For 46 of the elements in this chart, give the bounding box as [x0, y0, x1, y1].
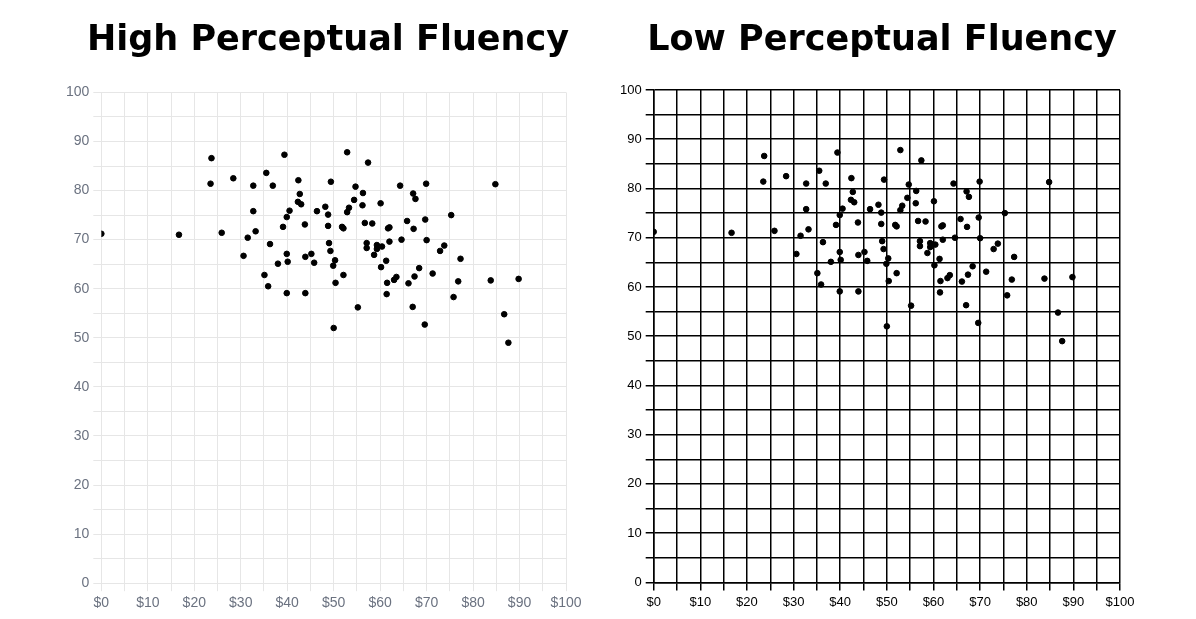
y-tick-label: 70: [73, 230, 90, 247]
x-tick-label: $80: [1015, 593, 1038, 609]
y-tick-label: 70: [627, 229, 642, 245]
y-tick-label: 80: [627, 180, 642, 196]
x-tick-label: $40: [829, 593, 852, 609]
y-tick-label: 40: [73, 377, 90, 394]
x-tick-label: $70: [969, 593, 991, 609]
x-tick-label: $60: [368, 594, 393, 611]
y-tick-label: 0: [634, 573, 642, 589]
x-tick-label: $90: [507, 594, 532, 611]
chart-title: High Perceptual Fluency: [85, 18, 571, 58]
y-tick-label: 60: [73, 279, 90, 296]
x-tick-label: $100: [550, 594, 582, 611]
y-tick-label: 80: [73, 181, 90, 198]
x-tick-label: $10: [689, 593, 712, 609]
x-tick-label: $80: [461, 594, 485, 611]
y-tick-label: 0: [81, 574, 90, 591]
y-tick-label: 30: [73, 426, 90, 443]
y-tick-label: 100: [66, 83, 90, 100]
x-tick-label: $20: [736, 593, 758, 609]
x-tick-label: $50: [875, 593, 898, 609]
y-tick-label: 100: [619, 81, 642, 97]
y-tick-label: 10: [627, 524, 642, 540]
chart-title: Low Perceptual Fluency: [646, 18, 1118, 58]
x-tick-label: $40: [275, 594, 300, 611]
x-tick-label: $0: [93, 594, 110, 611]
y-tick-label: 30: [627, 426, 642, 442]
x-tick-label: $70: [414, 594, 439, 611]
x-tick-label: $20: [182, 594, 207, 611]
x-tick-label: $90: [1062, 593, 1085, 609]
y-tick-label: 40: [627, 377, 642, 393]
x-tick-label: $30: [229, 594, 253, 611]
y-tick-label: 20: [627, 475, 642, 491]
y-tick-label: 90: [73, 132, 90, 149]
x-tick-label: $10: [136, 594, 160, 611]
y-tick-label: 50: [627, 327, 642, 343]
y-tick-label: 50: [73, 328, 90, 345]
x-tick-label: $50: [322, 594, 346, 611]
x-tick-label: $30: [782, 593, 805, 609]
x-tick-label: $60: [922, 593, 945, 609]
y-tick-label: 90: [627, 130, 642, 146]
x-tick-label: $0: [646, 593, 661, 609]
y-tick-label: 20: [73, 475, 90, 492]
x-tick-label: $100: [1105, 593, 1135, 609]
y-tick-label: 10: [73, 524, 90, 541]
y-tick-label: 60: [627, 278, 642, 294]
